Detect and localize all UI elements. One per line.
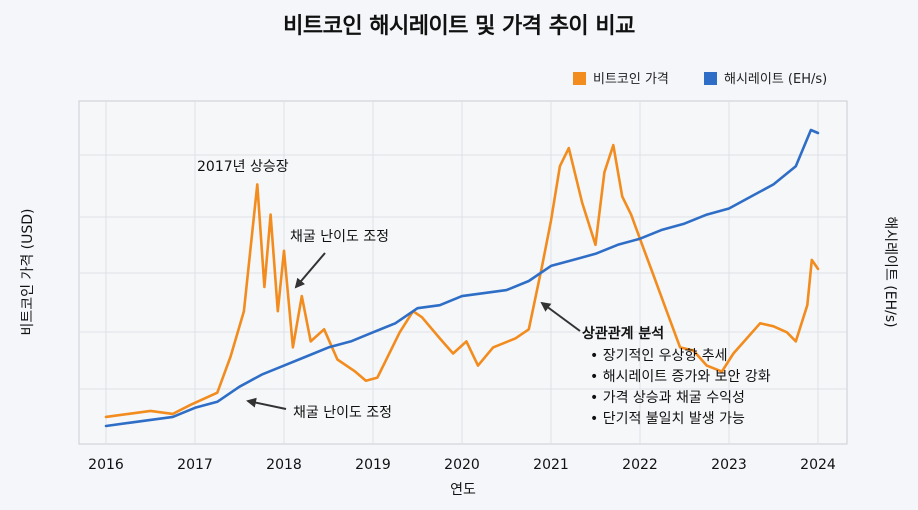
x-tick-label-2016: 2016	[88, 457, 124, 473]
annotation-bullet-4: • 단기적 불일치 발생 가능	[590, 411, 745, 427]
x-tick-label-2022: 2022	[622, 457, 658, 473]
x-tick-label-2017: 2017	[177, 457, 213, 473]
annotation-bullet-3: • 가격 상승과 채굴 수익성	[590, 390, 745, 406]
annotation-arrow-correlation	[540, 301, 581, 332]
x-tick-label-2021: 2021	[533, 457, 569, 473]
legend-swatch-price	[573, 72, 586, 85]
annotation-difficulty-adjustment-upper: 채굴 난이도 조정	[290, 229, 389, 245]
x-tick-label-2019: 2019	[355, 457, 391, 473]
annotation-2017-bull-run: 2017년 상승장	[197, 159, 289, 175]
x-axis-ticks: 2016 2017 2018 2019 2020 2021 2022 2023 2024	[88, 457, 836, 473]
series-line-0	[104, 143, 820, 419]
chart-title: 비트코인 해시레이트 및 가격 추이 비교	[283, 14, 635, 39]
series-line-1	[104, 128, 820, 428]
annotation-arrow-upper	[294, 252, 326, 289]
annotation-bullet-2: • 해시레이트 증가와 보안 강화	[590, 369, 771, 385]
y-axis-right-title: 해시레이트 (EH/s)	[882, 216, 898, 327]
y-axis-left-title: 비트코인 가격 (USD)	[20, 208, 36, 335]
x-tick-label-2023: 2023	[711, 457, 747, 473]
grid-layer	[79, 101, 847, 444]
legend: 비트코인 가격 해시레이트 (EH/s)	[573, 72, 827, 87]
series-layer	[104, 128, 820, 428]
annotation-difficulty-adjustment-lower: 채굴 난이도 조정	[293, 405, 392, 421]
x-tick-label-2018: 2018	[266, 457, 302, 473]
x-tick-label-2020: 2020	[444, 457, 480, 473]
legend-swatch-hashrate	[704, 72, 717, 85]
annotation-correlation-title: 상관관계 분석	[582, 325, 664, 342]
x-tick-label-2024: 2024	[800, 457, 836, 473]
x-axis-title: 연도	[450, 482, 476, 498]
legend-label-price: 비트코인 가격	[593, 72, 669, 87]
annotation-bullet-1: • 장기적인 우상향 추세	[590, 348, 728, 364]
legend-label-hashrate: 해시레이트 (EH/s)	[724, 72, 827, 87]
annotation-arrow-lower	[246, 397, 287, 410]
